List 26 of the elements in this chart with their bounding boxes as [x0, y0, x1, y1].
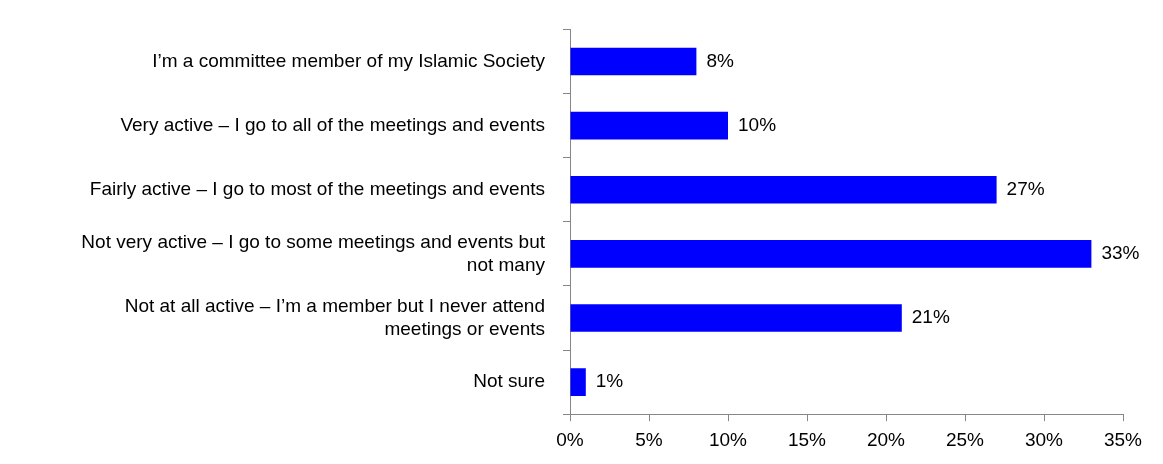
x-tick-label: 15%: [787, 428, 827, 450]
bar: [570, 175, 997, 204]
x-tick-label: 30%: [1024, 428, 1064, 450]
x-tick-label: 10%: [708, 428, 748, 450]
y-tick-label: Not very active – I go to some meetings and events but not many: [81, 230, 546, 275]
y-tick-label: Fairly active – I go to most of the meetings and events: [89, 177, 545, 199]
x-tick-label: 5%: [635, 428, 663, 450]
y-tick-label: I’m a committee member of my Islamic Society: [152, 49, 546, 71]
y-tick-label: Not sure: [473, 370, 545, 392]
x-tick-label: 0%: [556, 428, 584, 450]
y-tick-label: Very active – I go to all of the meetings and events: [120, 113, 545, 135]
bar: [570, 47, 697, 76]
bar: [570, 240, 1092, 268]
data-label: 27%: [1006, 177, 1045, 199]
data-label: 8%: [706, 49, 734, 71]
data-label: 1%: [595, 370, 624, 392]
x-tick-label: 25%: [945, 428, 985, 450]
data-label: 33%: [1101, 242, 1140, 264]
bar: [570, 304, 902, 332]
y-tick-label: Not at all active – I’m a member but I never attend meetings or events: [124, 294, 545, 339]
x-tick-label: 35%: [1103, 428, 1143, 450]
bar: [570, 111, 728, 140]
data-label: 21%: [911, 306, 950, 328]
data-label: 10%: [738, 113, 777, 135]
x-tick-label: 20%: [866, 428, 906, 450]
bar: [570, 368, 586, 396]
